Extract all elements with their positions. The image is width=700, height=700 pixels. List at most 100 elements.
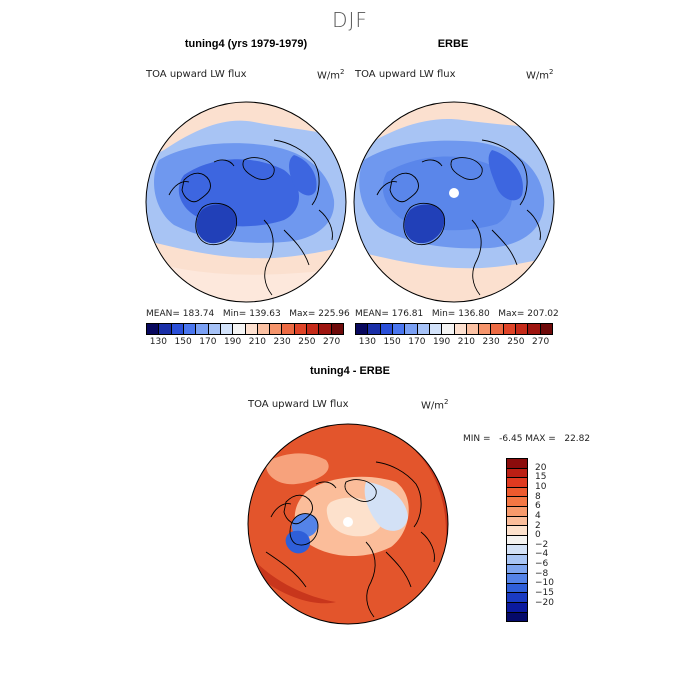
diff-colorbar-tick-label: 0 bbox=[535, 530, 541, 541]
panel-1-colorbar-ticks: 130 150 170 190 210 230 250 270 bbox=[146, 337, 344, 349]
diff-map-coastlines bbox=[265, 461, 435, 618]
diff-map-pole-hole bbox=[343, 517, 353, 527]
colorbar-swatch bbox=[516, 324, 529, 334]
diff-colorbar-swatch bbox=[507, 545, 527, 555]
colorbar-swatch bbox=[257, 324, 271, 334]
map-1-outline bbox=[145, 101, 347, 303]
colorbar-swatch bbox=[208, 324, 221, 334]
diff-colorbar-tick-label: −10 bbox=[535, 578, 554, 589]
diff-colorbar-swatch bbox=[507, 593, 527, 603]
panel-1-stats: MEAN= 183.74 Min= 139.63 Max= 225.96 bbox=[146, 309, 350, 319]
colorbar-swatch bbox=[442, 324, 455, 334]
difference-colorbar bbox=[506, 458, 528, 622]
panel-2-title: ERBE bbox=[437, 38, 469, 50]
diff-colorbar-tick-label: 20 bbox=[535, 462, 547, 473]
colorbar-swatch bbox=[233, 324, 246, 334]
colorbar-swatch bbox=[503, 324, 517, 334]
diff-colorbar-swatch bbox=[507, 459, 527, 469]
colorbar-swatch bbox=[429, 324, 443, 334]
colorbar-tick-label: 130 bbox=[149, 337, 167, 347]
panel-2-colorbar: 130 150 170 190 210 230 250 270 bbox=[355, 323, 553, 349]
colorbar-swatch bbox=[479, 324, 492, 334]
diff-colorbar-swatch bbox=[507, 468, 527, 479]
map-2-outline bbox=[353, 101, 555, 303]
colorbar-tick-label: 250 bbox=[298, 337, 316, 347]
colorbar-tick-label: 270 bbox=[532, 337, 550, 347]
colorbar-swatch bbox=[540, 324, 552, 334]
colorbar-swatch bbox=[405, 324, 418, 334]
colorbar-tick-label: 190 bbox=[224, 337, 242, 347]
diff-colorbar-swatch bbox=[507, 487, 527, 498]
diff-colorbar-tick-label: −4 bbox=[535, 549, 549, 560]
panel-1-variable: TOA upward LW flux bbox=[146, 69, 247, 80]
difference-polar-map bbox=[247, 423, 449, 625]
colorbar-swatch bbox=[392, 324, 406, 334]
colorbar-tick-label: 230 bbox=[273, 337, 291, 347]
colorbar-swatch bbox=[282, 324, 295, 334]
diff-colorbar-swatch bbox=[507, 602, 527, 613]
panel-1-title: tuning4 (yrs 1979-1979) bbox=[184, 38, 308, 50]
map-2-coastlines bbox=[376, 139, 541, 296]
colorbar-tick-label: 190 bbox=[433, 337, 451, 347]
panel-2-stats: MEAN= 176.81 Min= 136.80 Max= 207.02 bbox=[355, 309, 559, 319]
diff-colorbar-tick-label: 2 bbox=[535, 520, 541, 531]
diff-colorbar-swatch bbox=[507, 478, 527, 488]
colorbar-swatch bbox=[245, 324, 258, 334]
diff-colorbar-swatch bbox=[507, 574, 527, 584]
colorbar-tick-label: 150 bbox=[174, 337, 192, 347]
diff-map-outline bbox=[247, 423, 449, 625]
map-1-greenland bbox=[196, 204, 237, 244]
diff-colorbar-tick-label: −6 bbox=[535, 559, 549, 570]
panel-2-units-sup: 2 bbox=[549, 68, 554, 76]
colorbar-swatch bbox=[220, 324, 234, 334]
colorbar-swatch bbox=[147, 324, 160, 334]
diff-colorbar-swatch bbox=[507, 583, 527, 594]
diff-colorbar-swatch bbox=[507, 554, 527, 565]
panel-1-units: W/m2 bbox=[317, 68, 344, 81]
colorbar-tick-label: 130 bbox=[358, 337, 376, 347]
difference-colorbar-ticks: 20 15 10 8 6 4 2 0 −2 −4 −6 −8 −10 −15 −20 bbox=[535, 458, 575, 622]
difference-stats: MIN = -6.45 MAX = 22.82 bbox=[463, 434, 591, 444]
colorbar-tick-label: 150 bbox=[383, 337, 401, 347]
colorbar-tick-label: 170 bbox=[199, 337, 217, 347]
panel-2-units-text: W/m bbox=[526, 70, 549, 82]
colorbar-tick-label: 250 bbox=[507, 337, 525, 347]
diff-colorbar-tick-label: −2 bbox=[535, 539, 549, 550]
colorbar-swatch bbox=[159, 324, 172, 334]
diff-colorbar-tick-label: 6 bbox=[535, 501, 541, 512]
map-2-pole-hole bbox=[449, 188, 459, 198]
diff-colorbar-swatch bbox=[507, 612, 527, 622]
difference-colorbar-swatches bbox=[506, 458, 528, 622]
panel-1-units-sup: 2 bbox=[340, 68, 345, 76]
colorbar-swatch bbox=[417, 324, 430, 334]
diff-map-blue-deep bbox=[285, 530, 311, 554]
colorbar-swatch bbox=[454, 324, 467, 334]
colorbar-swatch bbox=[171, 324, 184, 334]
panel-2-colorbar-swatches bbox=[355, 323, 553, 335]
map-1-siberia bbox=[289, 155, 317, 196]
colorbar-swatch bbox=[183, 324, 197, 334]
difference-units-text: W/m bbox=[421, 400, 444, 412]
diff-colorbar-swatch bbox=[507, 535, 527, 546]
colorbar-swatch bbox=[466, 324, 480, 334]
colorbar-swatch bbox=[491, 324, 504, 334]
panel-2-polar-map bbox=[353, 101, 555, 303]
panel-2-colorbar-ticks: 130 150 170 190 210 230 250 270 bbox=[355, 337, 553, 349]
diff-colorbar-swatch bbox=[507, 506, 527, 517]
panel-2-units: W/m2 bbox=[526, 68, 553, 81]
colorbar-tick-label: 270 bbox=[323, 337, 341, 347]
panel-1-colorbar-swatches bbox=[146, 323, 344, 335]
diff-map-red-dark-bottom bbox=[256, 562, 336, 604]
map-2-greenland bbox=[404, 204, 445, 244]
panel-2-variable: TOA upward LW flux bbox=[355, 69, 456, 80]
diff-map-blue-siberia bbox=[364, 482, 408, 531]
colorbar-tick-label: 210 bbox=[248, 337, 266, 347]
difference-units-sup: 2 bbox=[444, 398, 449, 406]
difference-variable: TOA upward LW flux bbox=[248, 399, 349, 410]
colorbar-swatch bbox=[380, 324, 393, 334]
diff-colorbar-swatch bbox=[507, 564, 527, 575]
panel-1-colorbar: 130 150 170 190 210 230 250 270 bbox=[146, 323, 344, 349]
colorbar-swatch bbox=[368, 324, 381, 334]
diff-colorbar-tick-label: −8 bbox=[535, 568, 549, 579]
map-2-siberia bbox=[488, 150, 523, 201]
